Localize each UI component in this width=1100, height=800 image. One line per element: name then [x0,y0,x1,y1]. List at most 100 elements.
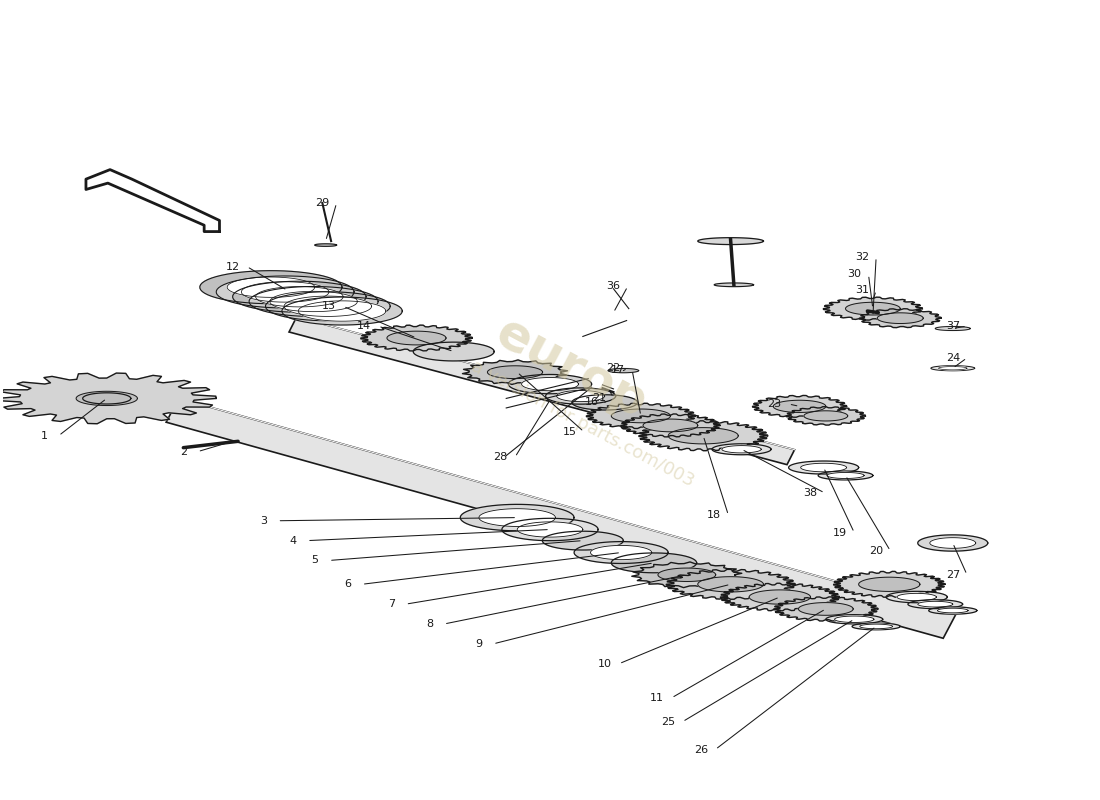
Polygon shape [931,366,975,370]
Text: 36: 36 [606,282,620,291]
Text: 24: 24 [946,353,960,363]
Polygon shape [697,577,763,592]
Text: 22: 22 [606,363,620,374]
Polygon shape [228,277,315,298]
Polygon shape [834,571,945,598]
Polygon shape [620,414,719,437]
Text: europ: europ [488,309,656,428]
Polygon shape [76,391,138,406]
Polygon shape [917,602,953,607]
Polygon shape [714,283,754,286]
Text: 6: 6 [344,579,351,590]
Polygon shape [639,421,768,450]
Polygon shape [217,276,354,308]
Polygon shape [255,286,343,307]
Text: 2: 2 [179,446,187,457]
Polygon shape [517,522,583,537]
Polygon shape [200,270,342,304]
Polygon shape [826,614,882,624]
Polygon shape [86,170,220,231]
Polygon shape [896,594,936,601]
Polygon shape [801,463,847,472]
Polygon shape [697,238,763,245]
Polygon shape [799,602,854,615]
Polygon shape [644,419,697,432]
Text: a version for parts.com/003: a version for parts.com/003 [469,358,697,490]
Polygon shape [752,395,847,418]
Polygon shape [508,374,592,394]
Polygon shape [852,623,900,630]
Polygon shape [827,473,865,478]
Text: 17: 17 [610,365,625,375]
Polygon shape [82,393,131,404]
Text: 10: 10 [597,658,612,669]
Polygon shape [586,403,695,429]
Text: 21: 21 [592,393,606,402]
Polygon shape [938,366,967,370]
Polygon shape [542,531,624,550]
Text: 9: 9 [475,639,483,649]
Polygon shape [804,411,848,421]
Polygon shape [712,444,771,454]
Polygon shape [722,446,761,453]
Polygon shape [612,409,670,422]
Polygon shape [521,378,579,390]
Polygon shape [361,325,472,351]
Text: 25: 25 [661,717,675,726]
Polygon shape [502,518,598,541]
Polygon shape [574,542,668,563]
Polygon shape [935,326,970,330]
Text: 19: 19 [833,528,847,538]
Polygon shape [835,616,874,622]
Polygon shape [414,342,494,361]
Polygon shape [572,394,638,410]
Polygon shape [557,390,605,402]
Polygon shape [546,388,616,404]
Polygon shape [298,301,386,321]
Text: 26: 26 [694,745,708,754]
Text: 37: 37 [946,321,960,331]
Text: 38: 38 [803,488,817,498]
Text: 3: 3 [260,516,267,526]
Text: 5: 5 [311,555,318,566]
Polygon shape [241,282,329,302]
Polygon shape [315,244,337,246]
Polygon shape [282,297,403,325]
Polygon shape [460,504,574,530]
Polygon shape [233,282,366,312]
Polygon shape [270,291,358,312]
Polygon shape [631,562,741,588]
Polygon shape [860,624,892,629]
Polygon shape [786,406,866,425]
Polygon shape [0,373,217,424]
Text: 28: 28 [494,452,508,462]
Polygon shape [265,292,390,321]
Polygon shape [859,577,920,591]
Text: 14: 14 [356,321,371,331]
Text: 30: 30 [847,270,861,279]
Text: 13: 13 [322,302,335,311]
Polygon shape [249,286,378,317]
Polygon shape [930,538,976,548]
Text: 16: 16 [584,397,598,406]
Polygon shape [774,597,878,621]
Polygon shape [487,366,542,378]
Polygon shape [773,400,826,413]
Text: 12: 12 [226,262,240,271]
Polygon shape [908,600,962,609]
Text: 4: 4 [289,536,296,546]
Text: 27: 27 [946,570,960,580]
Text: 18: 18 [707,510,722,520]
Text: 7: 7 [387,599,395,609]
Polygon shape [886,591,947,602]
Polygon shape [387,331,446,345]
Polygon shape [591,546,652,560]
Polygon shape [818,471,873,480]
Polygon shape [608,369,639,373]
Polygon shape [166,398,956,638]
Polygon shape [720,583,839,611]
Polygon shape [668,428,738,444]
Text: 29: 29 [316,198,330,208]
Text: 23: 23 [768,399,781,409]
Polygon shape [284,296,372,317]
